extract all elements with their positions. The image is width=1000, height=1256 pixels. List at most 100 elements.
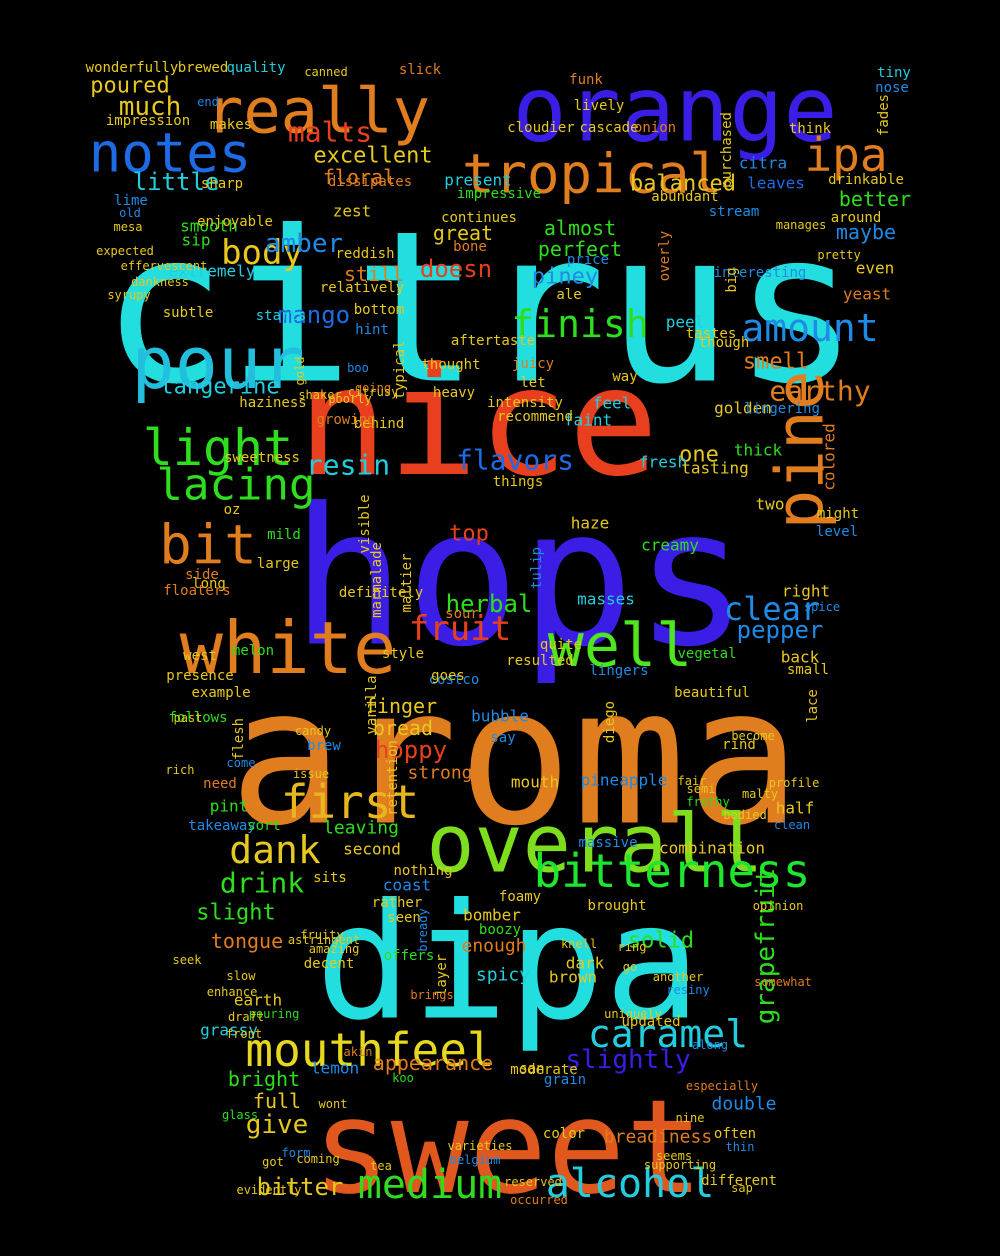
word-102: creamy [641,536,699,555]
word-96: yeast [843,285,891,304]
word-167: takeaway [188,818,255,834]
word-56: solid [628,929,694,954]
word-59: floral [323,165,395,189]
word-271: varieties [447,1139,512,1153]
word-12: notes [89,122,252,185]
word-30: flavors [456,444,574,477]
word-151: large [257,556,299,572]
word-285: past [174,711,203,725]
word-294: spice [804,600,840,614]
word-214: price [567,252,609,268]
word-182: san [519,1061,544,1077]
word-119: example [191,685,250,701]
word-91: present [444,171,511,190]
word-183: koo [392,1071,414,1085]
word-204: onion [634,120,676,136]
word-219: hint [355,322,389,338]
word-253: uniquely [604,1007,662,1021]
word-5: sweet [312,1071,703,1223]
word-118: beautiful [674,685,750,701]
word-265: coming [296,1152,339,1166]
word-266: form [282,1146,311,1160]
word-55: slight [196,901,275,926]
word-188: especially [686,1079,758,1093]
word-149: floaters [163,583,230,599]
word-257: brings [410,988,453,1002]
word-72: perfect [538,237,622,261]
word-262: front [226,1027,262,1041]
word-36: malts [288,116,372,149]
word-228: tulip [529,547,545,589]
word-83: coast [383,876,431,895]
word-9: pour [131,321,304,405]
word-289: boo [347,361,369,375]
word-232: come [227,756,256,770]
word-268: evidently [236,1183,301,1197]
word-15: light [143,419,294,477]
word-238: frothy [686,795,729,809]
word-226: vanilla [364,675,380,734]
word-236: profile [769,776,820,790]
word-176: nothing [393,863,452,879]
word-39: appearance [373,1051,493,1075]
word-66: spicy [476,965,530,986]
word-145: nose [875,80,909,96]
word-109: tasting [681,459,748,478]
word-103: masses [577,590,635,609]
word-159: style [382,646,424,662]
word-215: ale [556,287,581,303]
word-245: glass [222,1108,258,1122]
word-239: semi [687,782,716,796]
word-31: clear [724,590,820,628]
word-7: overall [426,798,763,891]
word-51: pepper [737,616,824,644]
word-199: canned [304,65,347,79]
word-171: say [490,730,515,746]
word-79: half [776,799,815,818]
word-230: maltier [399,553,415,612]
word-155: behind [354,416,405,432]
word-97: peel [666,313,705,332]
word-242: fair [678,774,707,788]
word-85: boozy [479,922,521,938]
word-287: growing [316,412,375,428]
word-6: orange [512,58,837,163]
word-269: tea [370,1159,392,1173]
word-293: citrusy [348,385,399,399]
word-2: hops [291,468,749,689]
word-144: fades [876,94,892,136]
word-191: diego [602,701,618,743]
word-89: sip [182,231,211,250]
word-110: interesting [714,265,807,281]
word-254: go [623,960,637,974]
word-194: goes [431,668,465,684]
word-267: got [262,1155,284,1169]
word-240: bodied [723,808,766,822]
word-50: poured [90,74,169,99]
word-116: small [787,662,829,678]
word-35: grapefruit [751,868,781,1025]
word-45: excellent [313,144,432,169]
word-128: lime [114,193,148,209]
word-263: draft [228,1010,264,1024]
word-105: feel [593,394,632,413]
word-132: reddish [335,246,394,262]
word-107: fresh [639,453,687,472]
word-270: belgium [450,1153,501,1167]
word-29: resin [306,449,390,482]
word-203: cascade [579,120,638,136]
word-47: smell [743,350,809,375]
word-260: slow [227,969,257,983]
word-60: tongue [211,929,283,953]
word-162: west [183,648,217,664]
word-120: enjoyable [197,214,273,230]
word-244: rich [166,763,195,777]
word-99: pint [210,797,249,816]
word-210: continues [441,210,517,226]
word-104: haze [571,514,610,533]
word-273: occurred [510,1193,568,1207]
word-54: hoppy [375,736,447,764]
word-153: sweetness [224,450,300,466]
word-71: almost [544,216,616,240]
